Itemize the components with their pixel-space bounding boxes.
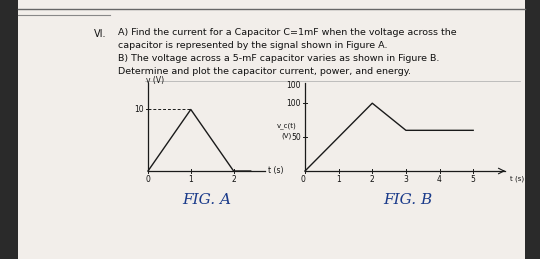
Text: (V): (V) — [282, 133, 292, 139]
Text: 0: 0 — [301, 175, 306, 184]
Text: 10: 10 — [134, 105, 144, 114]
Text: 2: 2 — [370, 175, 375, 184]
Text: 50: 50 — [291, 133, 301, 142]
Text: FIG. A: FIG. A — [182, 193, 231, 207]
Text: 1: 1 — [336, 175, 341, 184]
Text: A) Find the current for a Capacitor C=1mF when the voltage across the: A) Find the current for a Capacitor C=1m… — [118, 28, 457, 37]
Text: FIG. B: FIG. B — [383, 193, 432, 207]
Text: VI.: VI. — [94, 29, 106, 39]
Text: capacitor is represented by the signal shown in Figure A.: capacitor is represented by the signal s… — [118, 41, 388, 50]
Text: 5: 5 — [471, 175, 476, 184]
Text: t (s): t (s) — [268, 167, 284, 176]
Text: 1: 1 — [188, 175, 193, 184]
Text: v_c(t): v_c(t) — [277, 123, 297, 130]
Text: 4: 4 — [437, 175, 442, 184]
Text: v (V): v (V) — [146, 76, 164, 85]
Text: 100: 100 — [287, 99, 301, 108]
Bar — [525, 0, 540, 259]
Text: B) The voltage across a 5-mF capacitor varies as shown in Figure B.: B) The voltage across a 5-mF capacitor v… — [118, 54, 440, 63]
Text: Determine and plot the capacitor current, power, and energy.: Determine and plot the capacitor current… — [118, 67, 411, 76]
Text: t (s): t (s) — [510, 175, 524, 182]
Text: 2: 2 — [231, 175, 236, 184]
Text: 3: 3 — [403, 175, 408, 184]
Text: 100: 100 — [287, 82, 301, 90]
Bar — [0, 0, 18, 259]
Text: 0: 0 — [146, 175, 151, 184]
